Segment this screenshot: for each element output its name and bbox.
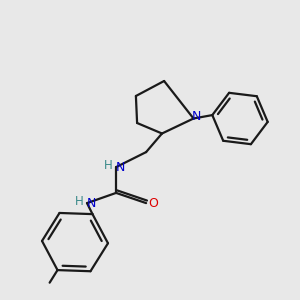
Text: N: N <box>116 160 125 174</box>
Text: N: N <box>87 196 96 210</box>
Text: O: O <box>148 196 158 210</box>
Text: H: H <box>104 159 113 172</box>
Text: H: H <box>75 195 84 208</box>
Text: N: N <box>192 110 201 124</box>
